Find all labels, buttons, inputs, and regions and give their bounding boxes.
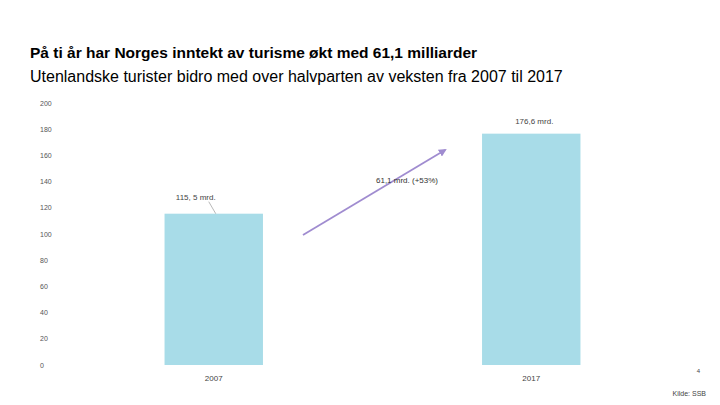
y-tick-label: 0 [40,362,44,369]
chart-svg: På ti år har Norges inntekt av turisme ø… [0,0,720,405]
x-tick-label: 2017 [522,374,540,383]
subtitle: Utenlandske turister bidro med over halv… [30,68,563,85]
bars [165,134,581,365]
y-tick-label: 80 [40,257,48,264]
y-tick-label: 40 [40,309,48,316]
y-tick-label: 120 [40,204,52,211]
bar [165,214,263,365]
y-tick-label: 180 [40,126,52,133]
y-tick-label: 160 [40,152,52,159]
y-tick-label: 20 [40,335,48,342]
y-axis: 0 20 40 60 80 100 120 140 160 180 200 [40,100,52,369]
growth-arrow [303,150,445,235]
leader-line [209,202,216,214]
y-tick-label: 200 [40,100,52,107]
y-tick-label: 60 [40,283,48,290]
source: Kilde: SSB [673,390,707,397]
data-label: 115, 5 mrd. [176,193,216,202]
annotation: 61,1 mrd. (+53%) [376,176,438,185]
data-label: 176,6 mrd. [515,117,553,126]
y-tick-label: 100 [40,231,52,238]
bar [482,134,580,365]
page-number: 4 [697,368,701,374]
y-tick-label: 140 [40,178,52,185]
title: På ti år har Norges inntekt av turisme ø… [30,44,477,61]
chart-container: På ti år har Norges inntekt av turisme ø… [0,0,720,405]
x-tick-label: 2007 [205,374,223,383]
